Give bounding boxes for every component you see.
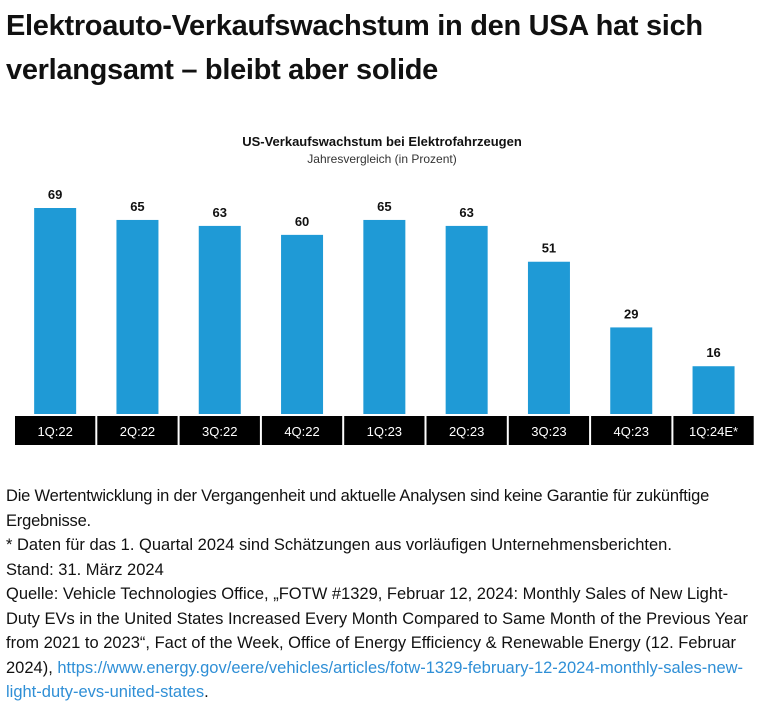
bar <box>34 208 77 414</box>
data-label: 65 <box>377 199 391 214</box>
notes: Die Wertentwicklung in der Vergangenheit… <box>6 484 756 705</box>
category-label: 2Q:22 <box>120 424 155 439</box>
chart-subtitle: Jahresvergleich (in Prozent) <box>307 152 457 166</box>
data-label: 69 <box>48 187 62 202</box>
bar <box>198 225 241 414</box>
category-label: 4Q:22 <box>284 424 319 439</box>
data-label: 16 <box>706 345 720 360</box>
stand-date: Stand: 31. März 2024 <box>6 560 164 579</box>
data-label: 63 <box>459 205 473 220</box>
headline: Elektroauto-Verkaufswachstum in den USA … <box>6 10 703 86</box>
category-label: 1Q:22 <box>37 424 72 439</box>
footnote: * Daten für das 1. Quartal 2024 sind Sch… <box>6 536 672 554</box>
bar <box>610 327 653 414</box>
data-label: 63 <box>213 205 227 220</box>
bar <box>692 366 735 414</box>
bar <box>527 261 570 414</box>
category-label: 2Q:23 <box>449 424 484 439</box>
category-cell <box>344 416 425 445</box>
data-label: 60 <box>295 214 309 229</box>
chart-title: US-Verkaufswachstum bei Elektrofahrzeuge… <box>242 134 522 149</box>
category-cell <box>508 416 590 445</box>
category-cell <box>591 416 672 445</box>
source-text: Quelle: Vehicle Technologies Office, „FO… <box>6 585 748 677</box>
source-link[interactable]: https://www.energy.gov/eere/vehicles/art… <box>6 658 744 702</box>
category-cell <box>97 416 178 445</box>
data-label: 29 <box>624 306 638 321</box>
source-end: . <box>204 683 209 701</box>
category-label: 1Q:24E* <box>689 424 738 439</box>
category-label: 3Q:22 <box>202 424 237 439</box>
category-cell <box>261 416 343 445</box>
category-cell <box>15 416 96 445</box>
category-cell <box>179 416 260 445</box>
category-label: 3Q:23 <box>531 424 566 439</box>
bar <box>445 225 488 414</box>
bar <box>116 219 159 414</box>
data-label: 51 <box>542 241 556 256</box>
disclaimer: Die Wertentwicklung in der Vergangenheit… <box>6 487 710 530</box>
category-cell <box>673 416 754 445</box>
data-label: 65 <box>130 199 144 214</box>
source: Quelle: Vehicle Technologies Office, „FO… <box>6 582 756 705</box>
bar-chart: 69 1Q:22 65 2Q:22 63 3Q:22 60 4Q:22 65 1Q:23 63 2Q:… <box>15 187 754 445</box>
category-cell <box>426 416 507 445</box>
bar <box>363 219 406 414</box>
category-label: 1Q:23 <box>367 424 402 439</box>
category-label: 4Q:23 <box>614 424 649 439</box>
bar <box>281 234 324 414</box>
